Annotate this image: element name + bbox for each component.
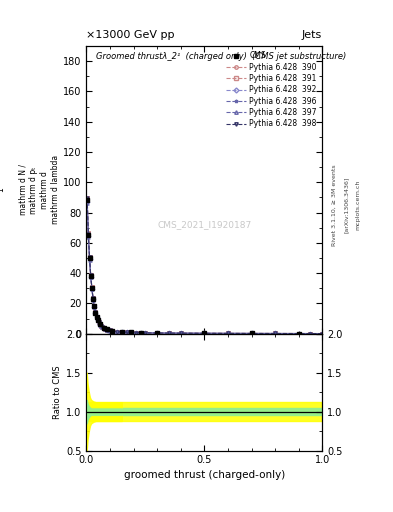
Bar [86, 402, 322, 421]
Y-axis label: Ratio to CMS: Ratio to CMS [53, 366, 62, 419]
Legend: CMS, Pythia 6.428  390, Pythia 6.428  391, Pythia 6.428  392, Pythia 6.428  396,: CMS, Pythia 6.428 390, Pythia 6.428 391,… [225, 50, 318, 130]
X-axis label: groomed thrust (charged-only): groomed thrust (charged-only) [124, 470, 285, 480]
Text: Groomed thrustλ_2¹  (charged only)  (CMS jet substructure): Groomed thrustλ_2¹ (charged only) (CMS j… [96, 52, 346, 61]
Text: CMS_2021_I1920187: CMS_2021_I1920187 [157, 220, 252, 229]
Text: ×13000 GeV pp: ×13000 GeV pp [86, 30, 175, 40]
Text: mcplots.cern.ch: mcplots.cern.ch [356, 180, 361, 230]
Text: [arXiv:1306.3436]: [arXiv:1306.3436] [344, 177, 349, 233]
Bar [86, 409, 322, 415]
Text: Jets: Jets [302, 30, 322, 40]
Y-axis label: mathrm d²N
mathrm d pₜ mathrm d
lambda

1

mathrm d N /
mathrm d pₜ
mathrm d
mat: mathrm d²N mathrm d pₜ mathrm d lambda 1… [0, 146, 60, 234]
Text: Rivet 3.1.10, ≥ 3M events: Rivet 3.1.10, ≥ 3M events [332, 164, 337, 246]
